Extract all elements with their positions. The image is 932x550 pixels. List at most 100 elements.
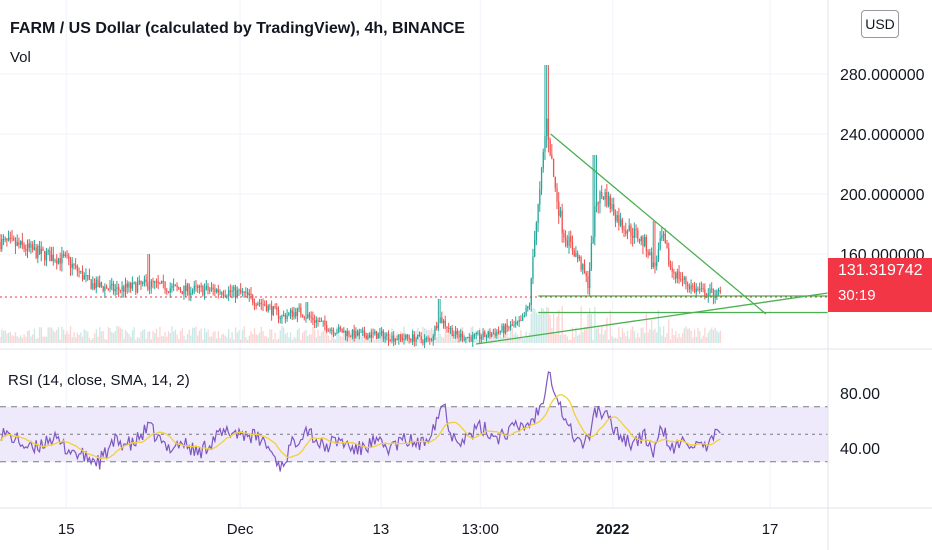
volume-bar — [602, 334, 605, 343]
volume-bar — [44, 336, 46, 343]
candle-body — [520, 320, 522, 322]
candle-body — [238, 289, 240, 291]
candle-body — [367, 335, 369, 340]
candle-body — [449, 327, 452, 329]
candle-body — [95, 279, 97, 289]
candle-body — [169, 288, 171, 293]
volume-bar — [57, 327, 60, 343]
volume-bar — [26, 331, 29, 343]
volume-bar — [123, 338, 125, 343]
volume-bar — [191, 327, 194, 343]
volume-bar — [59, 339, 61, 343]
volume-bar — [1, 329, 3, 343]
volume-bar — [709, 329, 711, 343]
candle-body — [23, 244, 25, 250]
volume-bar — [130, 336, 132, 343]
volume-bar — [16, 336, 18, 343]
rsi-indicator-label[interactable]: RSI (14, close, SMA, 14, 2) — [8, 372, 190, 389]
volume-bar — [547, 307, 550, 343]
volume-bar — [49, 327, 51, 343]
candle-body — [343, 330, 345, 333]
candle-body — [16, 242, 18, 246]
candle-body — [264, 304, 266, 306]
volume-bar — [185, 339, 187, 343]
candle-body — [413, 334, 415, 342]
volume-bar — [81, 336, 84, 343]
candle-body — [532, 256, 534, 279]
candle-body — [702, 288, 704, 290]
candle-body — [358, 332, 360, 336]
candle-body — [6, 238, 8, 241]
candle-body — [618, 215, 620, 226]
candle-body — [374, 331, 376, 334]
volume-bar — [243, 326, 245, 343]
candle-body — [0, 242, 1, 250]
volume-bar — [90, 339, 92, 343]
candle-body — [322, 320, 324, 322]
volume-bar — [528, 332, 531, 343]
candle-body — [530, 278, 532, 306]
candle-body — [76, 265, 79, 272]
currency-button[interactable]: USD — [861, 10, 899, 38]
candle-body — [109, 285, 111, 290]
volume-bar — [312, 326, 314, 343]
candle-body — [63, 253, 65, 256]
volume-bar — [66, 331, 68, 343]
volume-bar — [322, 330, 324, 343]
volume-bar — [241, 330, 244, 343]
volume-bar — [700, 338, 703, 343]
volume-bar — [360, 335, 362, 343]
volume-label[interactable]: Vol — [10, 49, 31, 66]
candle-body — [602, 196, 605, 200]
volume-bar — [255, 334, 257, 343]
volume-bar — [300, 339, 302, 343]
volume-bar — [176, 334, 178, 343]
volume-bar — [429, 329, 431, 343]
volume-bar — [630, 329, 632, 343]
candle-body — [164, 281, 166, 291]
symbol-title[interactable]: FARM / US Dollar (calculated by TradingV… — [10, 20, 465, 37]
candle-body — [54, 260, 56, 262]
volume-bar — [140, 331, 142, 343]
candle-body — [389, 340, 391, 342]
volume-bar — [221, 334, 223, 343]
candle-body — [188, 284, 190, 296]
volume-bar — [92, 338, 94, 343]
candle-body — [257, 303, 259, 306]
volume-bar — [613, 338, 615, 343]
volume-bar — [491, 334, 493, 343]
candle-body — [87, 275, 89, 277]
candle-body — [676, 271, 679, 279]
candle-body — [356, 331, 359, 336]
candle-body — [619, 219, 622, 226]
candle-body — [525, 308, 527, 316]
volume-bar — [544, 311, 546, 343]
volume-bar — [523, 338, 526, 343]
volume-bar — [262, 330, 264, 343]
candle-body — [277, 310, 280, 319]
candle-body — [625, 230, 627, 234]
candle-body — [405, 334, 407, 339]
candle-body — [310, 316, 312, 318]
volume-bar — [171, 326, 173, 343]
volume-bar — [508, 337, 510, 343]
candle-body — [558, 201, 560, 216]
volume-bar — [222, 333, 225, 343]
volume-bar — [260, 326, 263, 343]
candle-body — [157, 281, 159, 284]
candle-body — [393, 335, 395, 342]
candle-body — [497, 331, 500, 333]
candle-body — [492, 333, 495, 335]
volume-bar — [619, 337, 622, 343]
candle-body — [465, 337, 467, 340]
candle-body — [673, 271, 675, 274]
candle-body — [379, 333, 381, 335]
candle-body — [197, 286, 199, 288]
volume-bar — [25, 336, 27, 343]
candle-body — [324, 320, 326, 326]
volume-bar — [308, 334, 311, 343]
candle-body — [604, 191, 606, 200]
volume-bar — [224, 335, 226, 343]
volume-bar — [265, 336, 268, 343]
